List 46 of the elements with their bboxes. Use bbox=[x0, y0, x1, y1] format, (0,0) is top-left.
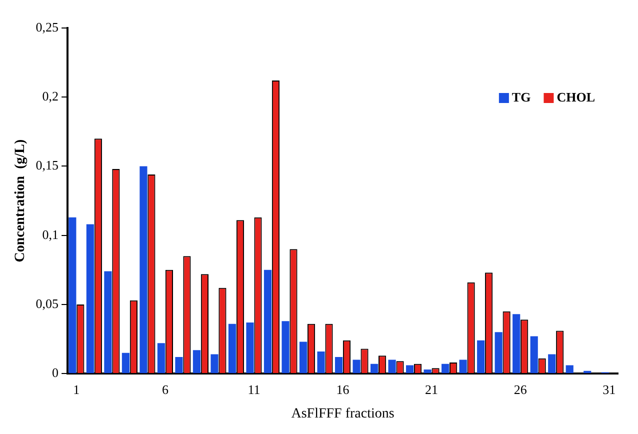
x-tick-label: 6 bbox=[162, 382, 169, 397]
y-tick-label: 0,15 bbox=[36, 158, 59, 173]
bar bbox=[530, 336, 538, 374]
legend-label: TG bbox=[512, 89, 531, 104]
bar bbox=[512, 314, 520, 374]
bar bbox=[104, 271, 112, 374]
x-tick-label: 1 bbox=[73, 382, 80, 397]
bar bbox=[566, 365, 574, 374]
bar bbox=[477, 340, 485, 374]
bar bbox=[548, 354, 556, 374]
bar bbox=[122, 352, 130, 374]
x-axis-title: AsFlFFF fractions bbox=[291, 406, 394, 422]
bar bbox=[210, 354, 218, 374]
bar bbox=[406, 365, 414, 374]
y-tick-label: 0,05 bbox=[36, 296, 59, 311]
x-tick-label: 31 bbox=[602, 382, 616, 397]
legend-label: CHOL bbox=[556, 89, 596, 104]
x-tick-label: 16 bbox=[336, 382, 350, 397]
bar bbox=[192, 350, 201, 374]
bar bbox=[68, 217, 76, 374]
bar bbox=[494, 332, 502, 374]
bar bbox=[459, 360, 467, 374]
bar bbox=[442, 364, 450, 374]
bar bbox=[424, 369, 432, 374]
y-axis-title: Concentration (g/L) bbox=[13, 139, 28, 262]
bar bbox=[175, 357, 183, 374]
bar bbox=[157, 343, 166, 374]
bar bbox=[299, 342, 308, 374]
x-tick-label: 26 bbox=[514, 382, 528, 397]
bar bbox=[246, 322, 254, 374]
y-tick-label: 0,2 bbox=[42, 88, 59, 104]
bar bbox=[334, 357, 343, 374]
y-tick-label: 0 bbox=[52, 365, 59, 380]
y-tick-label: 0,25 bbox=[36, 19, 59, 34]
bar bbox=[282, 321, 290, 374]
bar bbox=[317, 351, 325, 374]
y-tick-label: 0,1 bbox=[42, 226, 59, 242]
bar bbox=[86, 224, 94, 374]
x-tick-label: 21 bbox=[425, 382, 438, 397]
x-tick-label: 11 bbox=[248, 382, 260, 397]
bar bbox=[370, 364, 378, 374]
bar bbox=[264, 270, 272, 374]
bar bbox=[388, 360, 396, 374]
bar bbox=[352, 360, 360, 374]
bar bbox=[228, 324, 236, 374]
bar bbox=[140, 166, 148, 374]
